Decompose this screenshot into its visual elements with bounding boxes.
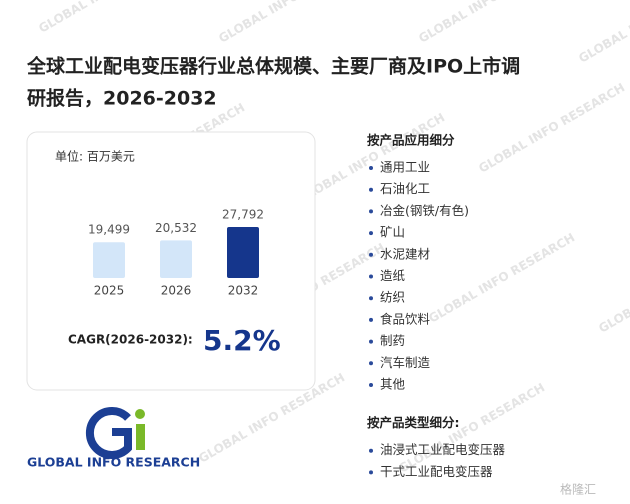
logo-dot xyxy=(135,409,145,419)
bullet xyxy=(369,231,373,236)
category-label: 2032 xyxy=(228,284,259,298)
bullet xyxy=(369,187,373,192)
segment-item: 冶金(钢铁/有色) xyxy=(380,203,469,218)
bullet xyxy=(369,470,373,475)
segment-item: 矿山 xyxy=(380,225,405,240)
watermark: GLOBAL INFO RESEARCH xyxy=(576,0,630,66)
title-line: 研报告，2026-2032 xyxy=(27,87,217,110)
bullet xyxy=(369,361,373,366)
logo-text: GLOBAL INFO RESEARCH xyxy=(27,455,200,470)
watermark: GLOBAL INFO RESEARCH xyxy=(596,240,630,335)
segment-item: 水泥建材 xyxy=(380,246,430,261)
unit-label: 单位: 百万美元 xyxy=(55,149,135,164)
cagr-label: CAGR(2026-2032): xyxy=(68,333,193,347)
bullet xyxy=(369,448,373,453)
segment-item: 纺织 xyxy=(380,290,405,305)
segment-item: 通用工业 xyxy=(380,160,430,175)
bullet xyxy=(369,296,373,301)
logo-i xyxy=(136,424,145,450)
title-line: 全球工业配电变压器行业总体规模、主要厂商及IPO上市调 xyxy=(26,55,520,78)
bullet xyxy=(369,209,373,214)
segment-item: 食品饮料 xyxy=(380,311,431,326)
cagr-value: 5.2% xyxy=(203,324,281,357)
segment-item: 汽车制造 xyxy=(380,355,431,370)
watermark: GLOBAL INFO RESEARCH xyxy=(426,230,577,325)
bar xyxy=(93,242,125,278)
category-label: 2026 xyxy=(161,284,192,298)
corner-watermark: 格隆汇 xyxy=(560,482,596,497)
segment-heading: 按产品应用细分 xyxy=(367,133,455,148)
bullet xyxy=(369,317,373,322)
bullet xyxy=(369,383,373,387)
logo-g xyxy=(85,407,132,459)
bullet xyxy=(369,252,373,257)
segment-item: 干式工业配电变压器 xyxy=(380,464,493,479)
segment-item: 其他 xyxy=(380,377,406,392)
segment-item: 石油化工 xyxy=(380,181,430,196)
category-label: 2025 xyxy=(94,284,125,298)
logo: GLOBAL INFO RESEARCH xyxy=(27,407,200,470)
value-label: 27,792 xyxy=(222,208,264,222)
segment-item: 制药 xyxy=(380,333,405,348)
bullet xyxy=(369,339,373,344)
value-label: 20,532 xyxy=(155,221,197,235)
watermark: GLOBAL INFO RESEARCH xyxy=(416,0,567,46)
bullet xyxy=(369,274,373,279)
segment-item: 油浸式工业配电变压器 xyxy=(380,442,506,457)
bullet xyxy=(369,166,373,170)
watermark: GLOBAL INFO RESEARCH xyxy=(476,80,627,175)
bar xyxy=(160,240,192,278)
segment-item: 造纸 xyxy=(380,268,406,283)
value-label: 19,499 xyxy=(88,223,130,237)
segment-heading: 按产品类型细分: xyxy=(367,415,460,430)
bar xyxy=(227,227,259,278)
watermark: GLOBAL INFO RESEARCH xyxy=(216,0,367,46)
watermark: GLOBAL INFO RESEARCH xyxy=(36,0,187,36)
